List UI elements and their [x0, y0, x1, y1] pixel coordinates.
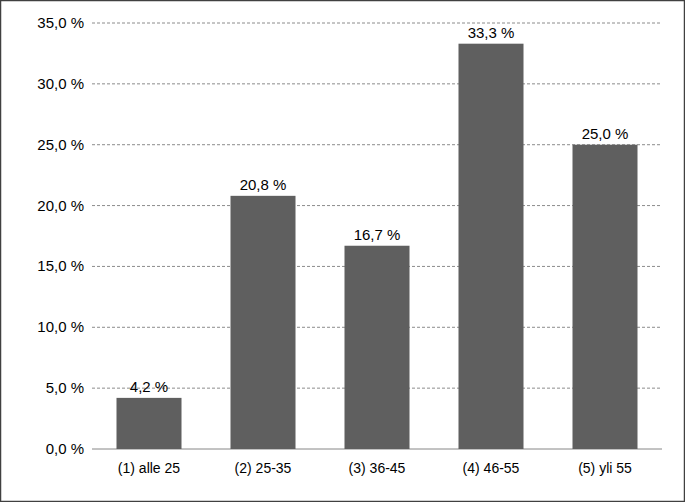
bar — [231, 196, 296, 449]
data-label: 33,3 % — [468, 24, 515, 41]
bar — [345, 246, 410, 449]
bar — [573, 145, 638, 449]
bars — [117, 44, 638, 449]
y-tick-label: 35,0 % — [37, 14, 84, 31]
y-tick-label: 0,0 % — [46, 440, 84, 457]
x-tick-label: (4) 46-55 — [463, 460, 520, 476]
grid-line — [92, 23, 662, 24]
bar — [117, 398, 182, 449]
grid-line — [92, 83, 662, 84]
y-tick-label: 10,0 % — [37, 318, 84, 335]
chart-container: 0,0 % 5,0 % 10,0 % 15,0 % 20,0 % 25,0 % 30,0 %… — [0, 0, 685, 502]
data-label: 20,8 % — [240, 176, 287, 193]
y-tick-label: 20,0 % — [37, 197, 84, 214]
x-tick-label: (3) 36-45 — [349, 460, 406, 476]
x-tick-label: (1) alle 25 — [118, 460, 180, 476]
y-tick-label: 15,0 % — [37, 257, 84, 274]
chart-frame — [1, 1, 685, 502]
x-tick-label: (2) 25-35 — [235, 460, 292, 476]
data-label: 4,2 % — [130, 378, 168, 395]
grid — [92, 23, 662, 449]
y-tick-label: 30,0 % — [37, 75, 84, 92]
data-label: 16,7 % — [354, 226, 401, 243]
y-tick-label: 25,0 % — [37, 136, 84, 153]
data-label: 25,0 % — [582, 125, 629, 142]
y-tick-label: 5,0 % — [46, 379, 84, 396]
bar — [459, 44, 524, 449]
x-tick-label: (5) yli 55 — [578, 460, 632, 476]
chart: 0,0 % 5,0 % 10,0 % 15,0 % 20,0 % 25,0 % 30,0 %… — [0, 0, 685, 502]
